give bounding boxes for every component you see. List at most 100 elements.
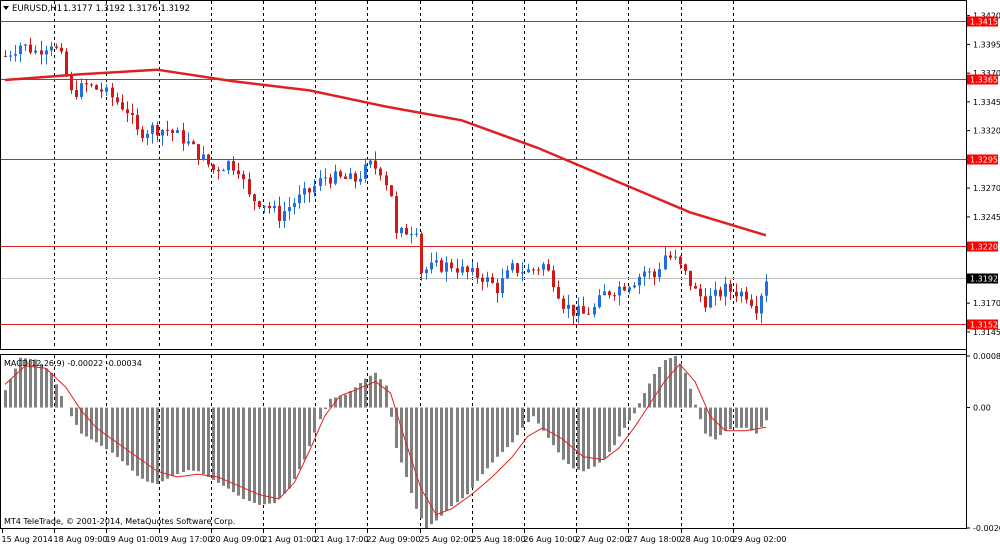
candle-body — [552, 270, 555, 288]
time-label: 20 Aug 09:00 — [211, 535, 265, 544]
candle-body — [217, 169, 220, 172]
candle-body — [593, 307, 596, 315]
level-tag — [967, 319, 998, 330]
candle-body — [288, 207, 291, 212]
candle-body — [679, 256, 682, 265]
candle-body — [70, 75, 73, 91]
symbol-label: EURUSD,H1 — [12, 4, 62, 14]
level-tag — [967, 74, 998, 85]
candle-body — [643, 271, 646, 277]
candle-body — [197, 144, 200, 160]
level-tag-label: 1.3365 — [970, 76, 998, 85]
candle-body — [34, 50, 37, 53]
candle-body — [461, 266, 464, 273]
price-axis: 1.3420 1.3395 1.3370 1.3345 1.3320 1.3270 1.32… — [966, 12, 1000, 337]
candle-body — [658, 269, 661, 278]
ohlc-values: 1.3177 1.3192 1.3176 1.3192 — [63, 4, 190, 14]
candle-body — [298, 194, 301, 204]
candle-body — [729, 283, 732, 292]
candle-body — [506, 270, 509, 279]
candle-body — [253, 194, 256, 202]
candle-body — [719, 289, 722, 297]
candle-body — [674, 256, 677, 258]
candle-body — [572, 304, 575, 316]
candle-body — [29, 44, 32, 53]
time-label: 26 Aug 10:00 — [524, 535, 578, 544]
candle-body — [532, 269, 535, 271]
candle-body — [648, 271, 651, 273]
candle-body — [745, 291, 748, 300]
candle-body — [248, 179, 251, 195]
candle-body — [400, 228, 403, 234]
price-tick-label: 1.3270 — [973, 184, 1000, 193]
candle-body — [557, 287, 560, 299]
candle-body — [359, 178, 362, 182]
time-label: 27 Aug 18:00 — [628, 535, 682, 544]
level-tag — [967, 154, 998, 165]
time-label: 28 Aug 10:00 — [681, 535, 735, 544]
candle-body — [202, 154, 205, 160]
candle-body — [374, 160, 377, 169]
candle-body — [176, 130, 179, 133]
candle-body — [80, 83, 83, 97]
candle-body — [95, 85, 98, 90]
candle-body — [684, 264, 687, 271]
candle-body — [313, 185, 316, 193]
time-label: 29 Aug 02:00 — [733, 535, 787, 544]
candle-body — [415, 233, 418, 235]
candle-body — [603, 291, 606, 296]
candle-body — [445, 262, 448, 272]
candle-body — [4, 55, 7, 57]
candle-body — [278, 205, 281, 221]
candle-body — [511, 263, 514, 271]
candles — [4, 37, 768, 325]
candle-body — [628, 287, 631, 291]
candle-body — [100, 89, 103, 92]
candle-body — [258, 201, 261, 207]
chart-menu-arrow-icon[interactable] — [3, 6, 9, 10]
candle-body — [111, 87, 114, 98]
macd-tick-label: -0.00208 — [973, 524, 1000, 533]
level-tag-label: 1.3415 — [970, 18, 998, 27]
candle-body — [339, 171, 342, 177]
candle-body — [618, 286, 621, 296]
candle-body — [623, 286, 626, 291]
candle-body — [598, 295, 601, 308]
candle-body — [24, 44, 27, 46]
time-label: 21 Aug 01:00 — [263, 535, 317, 544]
candle-body — [126, 109, 129, 114]
candle-body — [516, 263, 519, 273]
candle-body — [537, 269, 540, 271]
candle-body — [481, 277, 484, 282]
candle-body — [709, 295, 712, 308]
candle-body — [496, 282, 499, 294]
candle-body — [714, 289, 717, 296]
candle-body — [90, 84, 93, 86]
candle-body — [633, 285, 636, 288]
candle-body — [547, 264, 550, 271]
current-price-label: 1.3192 — [970, 275, 998, 284]
candle-body — [242, 174, 245, 180]
candle-body — [212, 164, 215, 170]
time-label: 21 Aug 17:00 — [315, 535, 369, 544]
candle-body — [182, 130, 185, 144]
candle-body — [14, 54, 17, 56]
candle-body — [425, 269, 428, 274]
candle-body — [491, 277, 494, 283]
candle-body — [405, 228, 408, 235]
price-panel[interactable] — [0, 0, 967, 350]
candle-body — [207, 154, 210, 165]
candle-body — [308, 188, 311, 193]
candle-body — [735, 291, 738, 297]
candle-body — [567, 304, 570, 309]
candle-body — [410, 234, 413, 236]
moving-average-line — [4, 68, 767, 237]
level-tag — [967, 16, 998, 27]
candle-body — [141, 129, 144, 138]
candle-body — [329, 177, 332, 184]
candle-body — [232, 161, 235, 171]
candle-body — [435, 260, 438, 263]
candle-body — [755, 305, 758, 314]
candle-body — [324, 177, 327, 179]
